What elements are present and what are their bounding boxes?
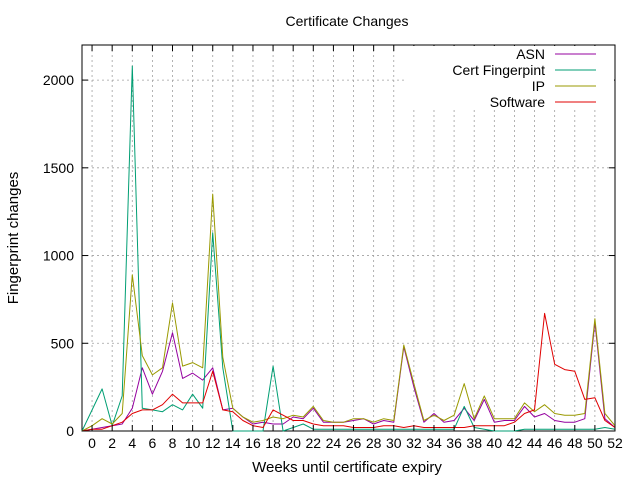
x-tick-label: 26 xyxy=(346,435,362,451)
x-tick-label: 42 xyxy=(507,435,523,451)
x-tick-label: 44 xyxy=(527,435,543,451)
x-tick-label: 20 xyxy=(285,435,301,451)
x-tick-label: 6 xyxy=(148,435,156,451)
y-axis-label: Fingerprint changes xyxy=(5,172,22,305)
series-line-asn xyxy=(81,321,616,432)
x-tick-label: 4 xyxy=(128,435,136,451)
legend-label: Cert Fingerpint xyxy=(452,62,545,78)
legend-background xyxy=(406,46,614,110)
legend-label: IP xyxy=(532,78,545,94)
x-tick-label: 14 xyxy=(225,435,241,451)
x-tick-label: 18 xyxy=(265,435,281,451)
x-tick-label: 8 xyxy=(169,435,177,451)
x-tick-label: 16 xyxy=(245,435,261,451)
series-lines xyxy=(81,65,616,432)
legend-label: Software xyxy=(490,94,545,110)
x-tick-label: 34 xyxy=(426,435,442,451)
chart-title: Certificate Changes xyxy=(286,13,409,29)
y-tick-label: 0 xyxy=(66,423,74,439)
x-tick-label: 2 xyxy=(108,435,116,451)
x-tick-label: 46 xyxy=(547,435,563,451)
x-tick-label: 52 xyxy=(607,435,623,451)
x-tick-label: 22 xyxy=(306,435,322,451)
x-tick-label: 38 xyxy=(466,435,482,451)
plot-frame xyxy=(81,44,616,432)
x-tick-label: 50 xyxy=(587,435,603,451)
x-tick-label: 12 xyxy=(205,435,221,451)
x-axis-ticks: 0 2 4 6 8 10 12 14 16 18 20 22 24 26 28 30 32 34 36 38 40 42 4… xyxy=(88,45,623,451)
x-tick-label: 40 xyxy=(487,435,503,451)
y-tick-label: 1500 xyxy=(43,160,74,176)
y-tick-label: 2000 xyxy=(43,72,74,88)
x-tick-label: 36 xyxy=(446,435,462,451)
x-tick-label: 0 xyxy=(88,435,96,451)
legend-label: ASN xyxy=(516,46,545,62)
x-tick-label: 30 xyxy=(386,435,402,451)
x-tick-label: 24 xyxy=(326,435,342,451)
x-tick-label: 48 xyxy=(567,435,583,451)
y-tick-label: 1000 xyxy=(43,248,74,264)
y-tick-label: 500 xyxy=(51,335,75,351)
x-tick-label: 10 xyxy=(185,435,201,451)
series-line-software xyxy=(81,312,616,432)
series-line-ip xyxy=(81,193,616,432)
series-line-cert-fingerpint xyxy=(81,65,616,432)
grid xyxy=(82,45,616,431)
x-tick-label: 32 xyxy=(406,435,422,451)
x-tick-label: 28 xyxy=(366,435,382,451)
x-axis-label: Weeks until certificate expiry xyxy=(252,459,442,476)
